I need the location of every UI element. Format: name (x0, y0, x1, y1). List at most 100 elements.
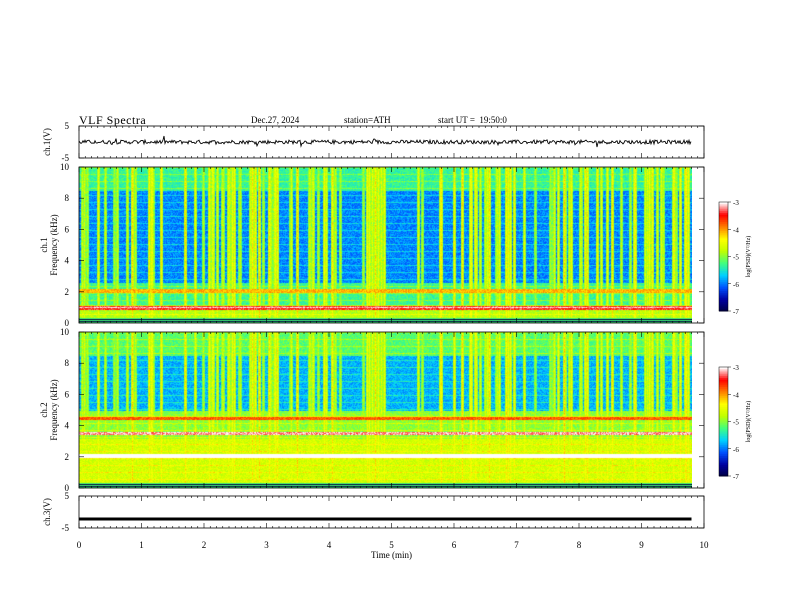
colorbar-ch1-segment (719, 265, 728, 268)
colorbar-ch2-segment (719, 397, 728, 401)
colorbar-ch2-segment (719, 437, 728, 441)
colorbar-ch2-segment (719, 394, 728, 397)
spectrogram-ch2-image (79, 332, 692, 488)
colorbar-ch1-segment (719, 220, 728, 223)
ch2-spectrogram-ytick-label: 2 (65, 452, 70, 462)
colorbar-ch2-segment (719, 421, 728, 424)
colorbar-ch1-segment (719, 287, 728, 290)
ch1-spectrogram-ytick-label: 10 (60, 162, 70, 172)
colorbar-ch2-tick-label: -5 (733, 419, 739, 427)
colorbar-ch2-segment (719, 368, 728, 372)
colorbar-ch2-tick-label: -3 (733, 364, 739, 372)
colorbar-ch1-segment (719, 292, 728, 296)
colorbar-ch1-segment (719, 283, 728, 287)
figure-title: VLF Spectra (79, 113, 147, 127)
colorbar-ch1-segment (719, 260, 728, 263)
colorbar-ch1-segment (719, 303, 728, 307)
header-date: Dec.27, 2024 (251, 115, 300, 125)
colorbar-ch2-segment (719, 466, 728, 470)
colorbar-ch1-tick-label: -5 (733, 254, 739, 262)
x-tick-label: 1 (139, 540, 144, 550)
colorbar-ch1-segment (719, 291, 728, 294)
colorbar-ch2-segment (719, 390, 728, 393)
colorbar-ch2-segment (719, 399, 728, 403)
ch1-waveform-ylabel: ch.1(V) (42, 128, 52, 156)
ch1-ylabel-channel: ch.1 (39, 237, 49, 252)
ch1-waveform-trace (78, 135, 692, 148)
colorbar-ch2-segment (719, 445, 728, 448)
colorbar-ch1-segment (719, 263, 728, 267)
ch3-waveform-ytick-label: 5 (65, 491, 70, 501)
colorbar-ch2-segment (719, 461, 728, 464)
ch2-spectrogram-ytick-label: 4 (65, 421, 70, 431)
colorbar-ch1-segment (719, 221, 728, 225)
colorbar-ch1-segment (719, 269, 728, 272)
x-tick-label: 2 (202, 540, 207, 550)
ch1-spectrogram-ytick-label: 8 (65, 193, 70, 203)
x-tick-label: 9 (639, 540, 644, 550)
colorbar-ch1-segment (719, 209, 728, 212)
ch1-spectrogram-ytick-label: 4 (65, 256, 70, 266)
colorbar-ch2-segment (719, 450, 728, 453)
colorbar-ch1-segment (719, 214, 728, 218)
colorbar-ch2-segment (719, 403, 728, 406)
ch2-ylabel-frequency: Frequency (kHz) (49, 379, 59, 440)
colorbar-ch1-segment (719, 240, 728, 243)
colorbar-ch1-tick-label: -3 (733, 199, 739, 207)
colorbar-ch2-segment (719, 470, 728, 473)
colorbar-ch1-segment (719, 309, 728, 312)
ch1-spectrogram-ytick-label: 0 (65, 318, 70, 328)
colorbar-ch2-segment (719, 370, 728, 373)
colorbar-ch2-segment (719, 443, 728, 446)
colorbar-ch2-tick-label: -4 (733, 391, 739, 399)
colorbar-ch2-segment (719, 463, 728, 466)
colorbar-ch1-segment (719, 256, 728, 259)
x-tick-label: 10 (700, 540, 710, 550)
colorbar-ch1-segment (719, 203, 728, 207)
colorbar-ch1-segment (719, 252, 728, 256)
x-tick-label: 7 (514, 540, 519, 550)
colorbar-ch1-segment (719, 307, 728, 310)
x-tick-label: 0 (77, 540, 82, 550)
colorbar-ch2-segment (719, 372, 728, 375)
colorbar-ch2-segment (719, 472, 728, 475)
colorbar-ch2-segment (719, 474, 728, 477)
ch2-spectrogram-ytick-label: 10 (60, 327, 70, 337)
colorbar-ch1-label: log(PSD)(V²/Hz) (745, 236, 752, 277)
colorbar-ch2-segment (719, 367, 728, 370)
colorbar-ch2-segment (719, 457, 728, 461)
colorbar-ch1-segment (719, 223, 728, 227)
colorbar-ch1-segment (719, 205, 728, 208)
colorbar-ch2-tick-label: -6 (733, 446, 739, 454)
colorbar-ch2-segment (719, 408, 728, 412)
colorbar-ch2-segment (719, 439, 728, 442)
x-tick-label: 5 (389, 540, 394, 550)
ch3-waveform-ylabel: ch.3(V) (42, 498, 52, 526)
colorbar-ch1-segment (719, 272, 728, 276)
colorbar-ch1-segment (719, 301, 728, 305)
colorbar-ch2-segment (719, 434, 728, 437)
colorbar-ch1-segment (719, 231, 728, 234)
colorbar-ch1-tick-label: -7 (733, 308, 739, 316)
colorbar-ch1-segment (719, 243, 728, 247)
colorbar-ch1-segment (719, 281, 728, 285)
colorbar-ch1-segment (719, 298, 728, 301)
colorbar-ch2-segment (719, 468, 728, 472)
colorbar-ch2-segment (719, 454, 728, 457)
colorbar-ch1-segment (719, 218, 728, 221)
colorbar-ch1-segment (719, 238, 728, 241)
colorbar-ch1-segment (719, 251, 728, 254)
colorbar-ch2-tick-label: -7 (733, 473, 739, 481)
colorbar-ch2-segment (719, 465, 728, 468)
colorbar-ch1-segment (719, 261, 728, 265)
ch2-spectrogram-ytick-label: 8 (65, 358, 70, 368)
colorbar-ch2-segment (719, 441, 728, 444)
colorbar-ch2-segment (719, 456, 728, 459)
colorbar-ch2-segment (719, 446, 728, 450)
colorbar-ch1-segment (719, 278, 728, 281)
colorbar-ch1-segment (719, 202, 728, 205)
ch1-spectrogram-ytick-label: 6 (65, 224, 70, 234)
colorbar-ch2-segment (719, 426, 728, 430)
x-tick-label: 4 (327, 540, 332, 550)
